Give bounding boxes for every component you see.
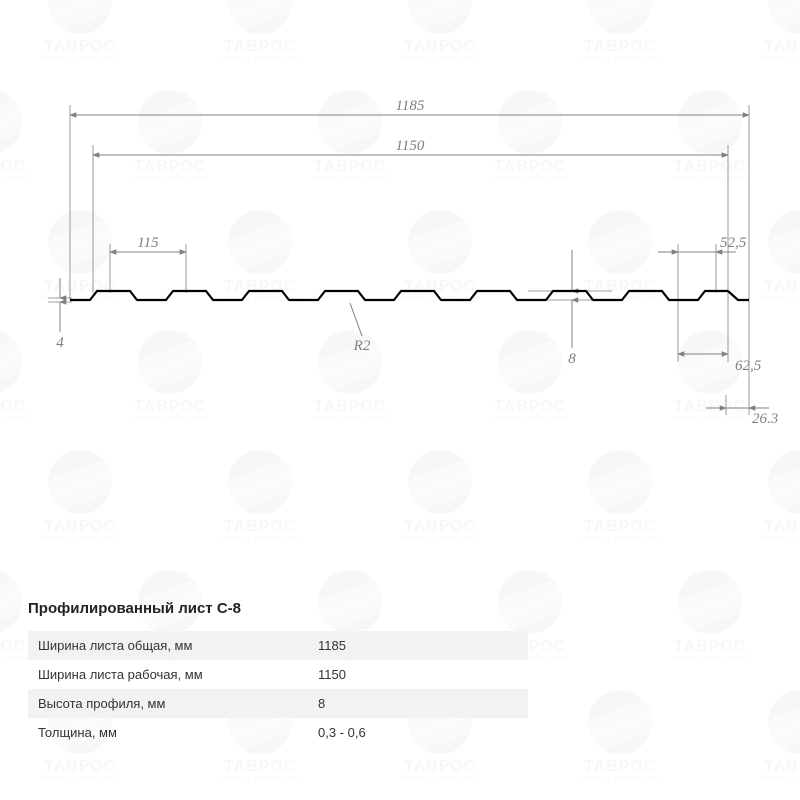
spec-value: 0,3 - 0,6 (318, 725, 518, 740)
spec-label: Толщина, мм (38, 725, 318, 740)
spec-value: 1150 (318, 667, 518, 682)
dimension-lines (60, 115, 769, 408)
profile-path (70, 291, 728, 300)
watermark: ТАВРОСГРУППА КОМПАНИЙ (560, 690, 680, 783)
spec-row: Ширина листа общая, мм1185 (28, 631, 528, 660)
dim-pitch: 115 (137, 235, 159, 251)
spec-value: 8 (318, 696, 518, 711)
spec-table: Профилированный лист С-8 Ширина листа об… (28, 600, 528, 747)
dimension-labels: 1185 1150 115 52,5 62,5 26.3 8 4 R2 (56, 98, 778, 427)
profile-diagram: 1185 1150 115 52,5 62,5 26.3 8 4 R2 (0, 0, 800, 540)
spec-value: 1185 (318, 638, 518, 653)
dim-total-width: 1185 (396, 98, 425, 114)
spec-row: Высота профиля, мм8 (28, 689, 528, 718)
watermark: ТАВРОСГРУППА КОМПАНИЙ (650, 570, 770, 663)
dim-thickness: 4 (56, 335, 64, 351)
spec-label: Высота профиля, мм (38, 696, 318, 711)
spec-row: Ширина листа рабочая, мм1150 (28, 660, 528, 689)
watermark: ТАВРОСГРУППА КОМПАНИЙ (740, 690, 800, 783)
dim-edge: 26.3 (752, 411, 778, 427)
spec-label: Ширина листа рабочая, мм (38, 667, 318, 682)
dim-top-width: 52,5 (720, 235, 747, 251)
dim-working-width: 1150 (396, 138, 425, 154)
spec-label: Ширина листа общая, мм (38, 638, 318, 653)
dim-bottom-width: 62,5 (735, 358, 762, 374)
dim-height: 8 (568, 351, 576, 367)
dim-radius: R2 (353, 338, 371, 354)
spec-title: Профилированный лист С-8 (28, 600, 528, 617)
spec-row: Толщина, мм0,3 - 0,6 (28, 718, 528, 747)
